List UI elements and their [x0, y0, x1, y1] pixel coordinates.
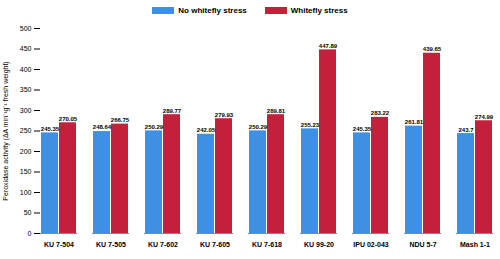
- svg-text:KU 99-20: KU 99-20: [304, 241, 334, 248]
- svg-text:255.23: 255.23: [301, 122, 320, 128]
- svg-text:261.81: 261.81: [405, 119, 424, 125]
- svg-text:439.65: 439.65: [423, 46, 442, 52]
- svg-text:242.05: 242.05: [197, 127, 216, 133]
- svg-text:0: 0: [28, 230, 32, 237]
- svg-text:289.77: 289.77: [163, 108, 182, 114]
- svg-text:KU 7-504: KU 7-504: [44, 241, 74, 248]
- svg-text:KU 7-602: KU 7-602: [148, 241, 178, 248]
- svg-text:248.64: 248.64: [93, 124, 112, 130]
- html-text:Whitefly stress: Whitefly stress: [290, 5, 348, 15]
- svg-text:Peroxidase activity (ΔA min⁻¹g: Peroxidase activity (ΔA min⁻¹g⁻¹ fresh w…: [2, 61, 10, 200]
- svg-text:400: 400: [20, 66, 32, 73]
- svg-text:300: 300: [20, 107, 32, 114]
- svg-text:266.75: 266.75: [111, 117, 130, 123]
- svg-text:Mash 1-1: Mash 1-1: [460, 241, 490, 248]
- svg-text:150: 150: [20, 168, 32, 175]
- svg-text:200: 200: [20, 148, 32, 155]
- svg-text:279.93: 279.93: [215, 112, 234, 118]
- svg-text:274.99: 274.99: [475, 114, 494, 120]
- svg-text:350: 350: [20, 86, 32, 93]
- svg-text:KU 7-605: KU 7-605: [200, 241, 230, 248]
- svg-text:KU 7-505: KU 7-505: [96, 241, 126, 248]
- svg-text:500: 500: [20, 25, 32, 32]
- svg-text:245.35: 245.35: [353, 126, 372, 132]
- svg-text:245.35: 245.35: [41, 126, 60, 132]
- svg-text:250: 250: [20, 127, 32, 134]
- svg-text:100: 100: [20, 189, 32, 196]
- svg-text:450: 450: [20, 45, 32, 52]
- svg-text:KU 7-618: KU 7-618: [252, 241, 282, 248]
- svg-text:270.05: 270.05: [59, 116, 78, 122]
- svg-text:289.81: 289.81: [267, 108, 286, 114]
- svg-text:243.7: 243.7: [458, 127, 474, 133]
- svg-text:283.22: 283.22: [371, 110, 390, 116]
- svg-text:250.29: 250.29: [145, 124, 164, 130]
- svg-text:250.29: 250.29: [249, 124, 268, 130]
- svg-text:447.89: 447.89: [319, 43, 338, 49]
- svg-text:IPU 02-043: IPU 02-043: [353, 241, 389, 248]
- html-text:No whitefly stress: No whitefly stress: [178, 5, 247, 15]
- svg-text:50: 50: [24, 209, 32, 216]
- svg-text:NDU 5-7: NDU 5-7: [409, 241, 436, 248]
